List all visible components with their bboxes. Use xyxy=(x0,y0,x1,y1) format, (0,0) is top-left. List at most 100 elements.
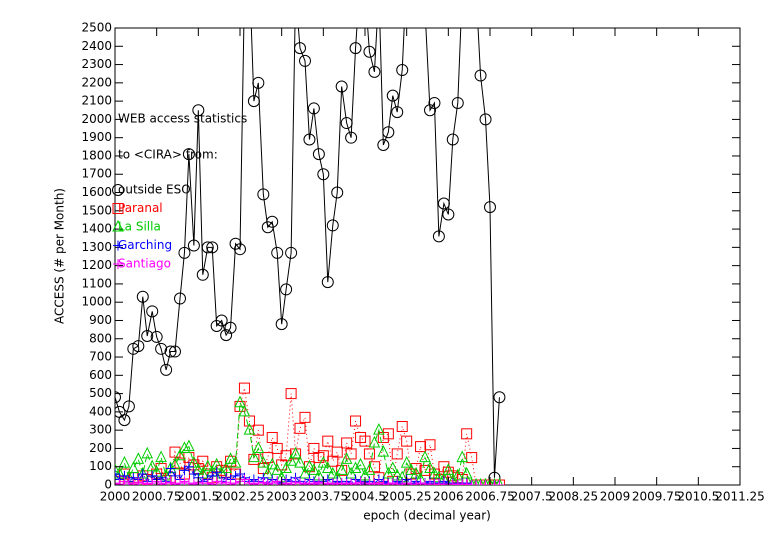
x-tick-label: 2001.5 xyxy=(177,490,219,504)
marker xyxy=(363,448,375,460)
marker xyxy=(377,444,390,457)
marker xyxy=(475,480,486,485)
x-tick-label: 2006 xyxy=(433,490,464,504)
marker xyxy=(299,411,311,423)
marker xyxy=(257,455,270,468)
marker xyxy=(115,391,121,404)
plot-frame xyxy=(114,27,741,486)
marker xyxy=(183,478,194,485)
x-tick-label: 2009 xyxy=(600,490,631,504)
marker xyxy=(262,479,273,485)
marker xyxy=(183,439,195,452)
marker xyxy=(137,469,148,480)
marker xyxy=(397,479,408,485)
y-tick-label: 1800 xyxy=(81,148,112,162)
legend-marker xyxy=(113,259,123,269)
marker xyxy=(289,446,302,459)
marker xyxy=(174,448,186,461)
marker xyxy=(290,477,301,485)
y-tick-label: 2400 xyxy=(81,39,112,53)
marker xyxy=(340,452,353,464)
marker xyxy=(248,450,260,463)
marker xyxy=(303,459,316,472)
x-tick-label: 2006.75 xyxy=(465,490,515,504)
marker xyxy=(474,69,487,82)
marker xyxy=(419,450,431,463)
marker xyxy=(196,268,209,281)
marker xyxy=(321,276,334,289)
legend-marker xyxy=(112,203,124,214)
marker xyxy=(182,148,195,161)
marker xyxy=(355,431,367,443)
marker xyxy=(183,461,194,472)
marker xyxy=(118,455,131,468)
marker xyxy=(432,230,445,243)
marker xyxy=(308,442,320,454)
marker xyxy=(419,464,431,476)
marker xyxy=(207,479,218,485)
marker xyxy=(169,345,181,358)
series-line xyxy=(115,28,500,478)
y-tick-label: 2200 xyxy=(81,75,112,89)
x-tick-label: 2003.75 xyxy=(299,490,349,504)
marker xyxy=(275,318,288,331)
marker xyxy=(248,453,260,465)
marker xyxy=(188,479,199,485)
marker xyxy=(118,414,131,427)
marker xyxy=(201,241,214,254)
y-tick-label: 400 xyxy=(89,404,112,418)
marker xyxy=(428,466,441,479)
y-tick-label: 100 xyxy=(89,459,112,473)
marker xyxy=(225,479,236,485)
marker xyxy=(317,455,330,468)
marker xyxy=(161,478,172,485)
marker xyxy=(155,342,168,355)
marker xyxy=(369,479,380,485)
x-tick-label: 2000.75 xyxy=(132,490,182,504)
marker xyxy=(123,478,134,485)
x-tick-label: 2009.75 xyxy=(632,490,682,504)
y-tick-label: 300 xyxy=(89,423,112,437)
y-tick-label: 0 xyxy=(104,478,112,492)
marker xyxy=(252,441,265,453)
marker xyxy=(327,455,339,467)
marker xyxy=(345,448,357,460)
marker xyxy=(164,345,177,358)
marker xyxy=(202,478,213,485)
marker xyxy=(206,241,219,254)
legend-label: La Silla xyxy=(118,220,161,234)
marker xyxy=(494,480,505,485)
marker xyxy=(405,463,417,475)
marker xyxy=(132,340,145,353)
marker xyxy=(141,446,154,459)
marker xyxy=(170,479,180,485)
marker xyxy=(349,461,362,474)
marker xyxy=(461,428,473,440)
marker xyxy=(115,469,120,480)
marker xyxy=(244,478,255,485)
marker xyxy=(377,138,390,151)
marker xyxy=(451,468,464,481)
marker xyxy=(115,479,125,485)
marker xyxy=(359,435,371,447)
marker xyxy=(363,463,376,475)
marker xyxy=(354,457,367,470)
x-tick-label: 2004.5 xyxy=(344,490,386,504)
marker xyxy=(165,477,176,485)
y-tick-label: 1400 xyxy=(81,222,112,236)
marker xyxy=(493,391,506,404)
chart-title: WEB access statistics xyxy=(118,112,247,126)
marker xyxy=(363,45,376,58)
marker xyxy=(248,479,259,485)
marker xyxy=(349,42,362,55)
marker xyxy=(252,76,265,89)
marker xyxy=(391,448,403,460)
marker xyxy=(115,463,121,475)
chart-subtitle: to <CIRA> from: xyxy=(118,148,218,162)
marker xyxy=(484,201,496,214)
marker xyxy=(281,478,292,485)
marker xyxy=(335,463,348,475)
marker xyxy=(272,476,283,485)
x-tick-label: 2011.25 xyxy=(715,490,765,504)
marker xyxy=(461,479,472,485)
